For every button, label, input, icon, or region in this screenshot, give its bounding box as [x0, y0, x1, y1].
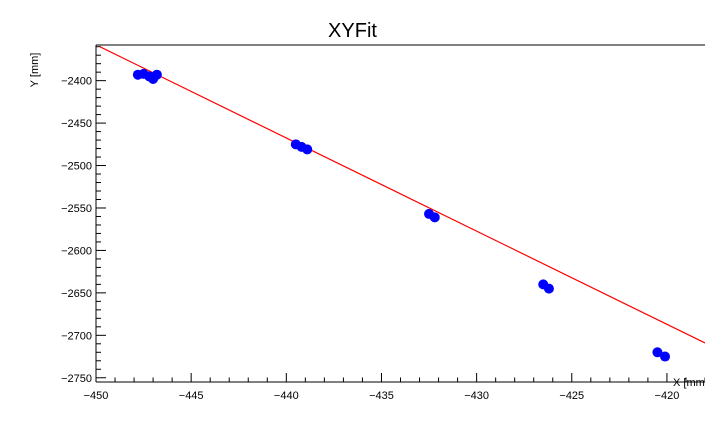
data-point [543, 283, 554, 294]
data-point [151, 69, 162, 80]
y-tick-label: −2500 [61, 161, 92, 173]
axes: −450 −445 −440 −435 −430 −425 −420 −2400 −2450 −2… [61, 44, 705, 402]
x-tick-label: −435 [369, 390, 394, 402]
data-point [652, 347, 663, 358]
y-tick-label: −2450 [61, 118, 92, 130]
y-tick-label: −2700 [61, 330, 92, 342]
x-tick-label: −420 [655, 390, 680, 402]
data-point [660, 351, 671, 362]
y-tick-label: −2650 [61, 288, 92, 300]
x-tick-label: −425 [559, 390, 584, 402]
y-tick-label: −2750 [61, 373, 92, 385]
y-tick-label: −2550 [61, 203, 92, 215]
data-points [132, 68, 671, 362]
data-point [429, 212, 440, 223]
x-tick-label: −440 [274, 390, 299, 402]
y-tick-label: −2600 [61, 245, 92, 257]
chart-title: XYFit [328, 20, 377, 42]
axis-labels: Y [mm] X [mm] [29, 53, 705, 389]
x-tick-label: −445 [179, 390, 204, 402]
x-tick-label: −450 [84, 390, 109, 402]
x-axis-label: X [mm] [673, 377, 705, 389]
y-tick-label: −2400 [61, 76, 92, 88]
fit-line [99, 46, 705, 344]
data-point [302, 144, 313, 155]
x-tick-label: −430 [464, 390, 489, 402]
fit-layer [99, 46, 705, 344]
y-axis-label: Y [mm] [29, 53, 41, 88]
